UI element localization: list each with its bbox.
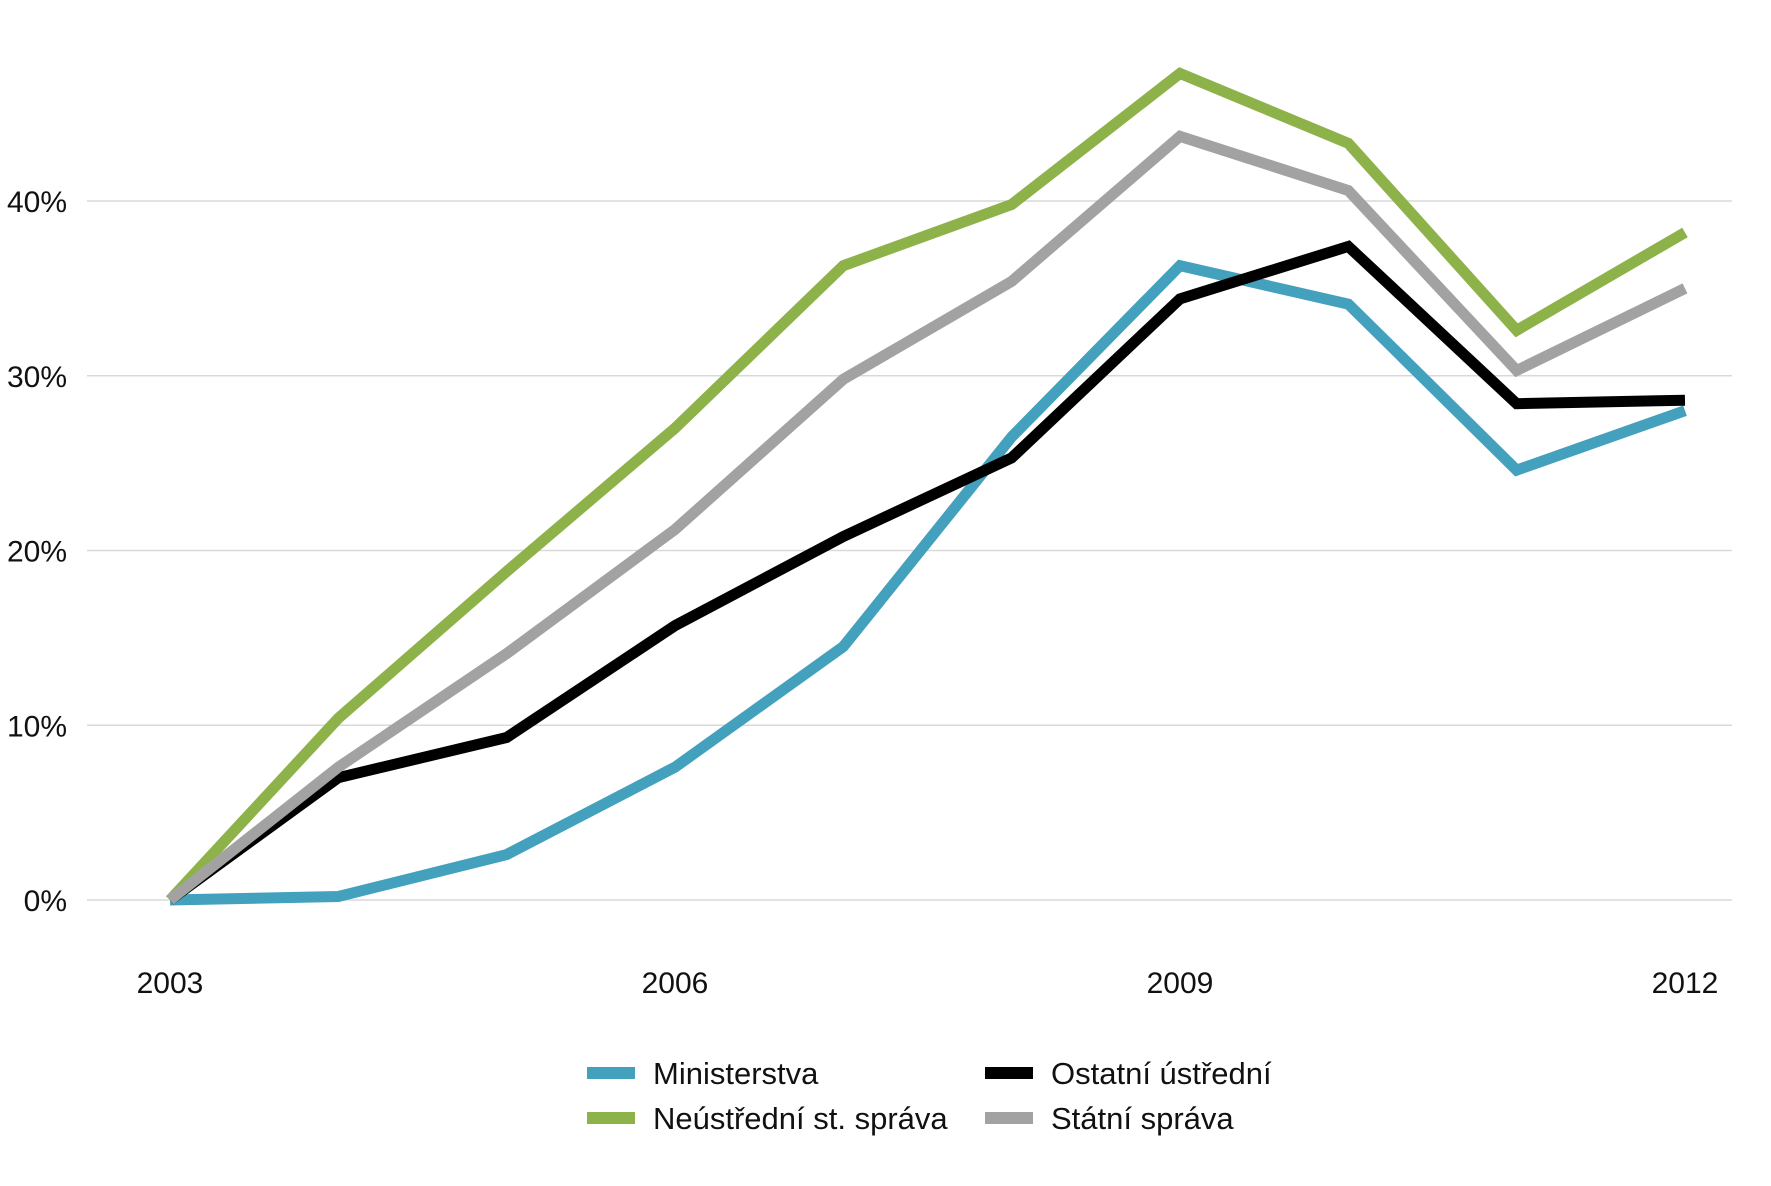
legend-swatch xyxy=(985,1112,1033,1124)
y-axis-ticks: 0% 10% 20% 30% 40% xyxy=(7,186,67,918)
series-line-ostatni-ustredni xyxy=(166,240,1686,905)
series-line-neustredni-st-sprava xyxy=(165,67,1688,904)
legend-label: Neústřední st. správa xyxy=(653,1101,948,1136)
x-tick-label: 2009 xyxy=(1147,967,1214,1000)
legend: Ministerstva Ostatní ústřední Neústřední s… xyxy=(587,1056,1272,1136)
legend-label: Ostatní ústřední xyxy=(1051,1056,1272,1091)
x-axis-ticks: 2003 2006 2009 2012 xyxy=(137,967,1719,1000)
legend-label: Ministerstva xyxy=(653,1056,819,1091)
grid-layer xyxy=(87,200,1732,901)
legend-label: Státní správa xyxy=(1051,1101,1234,1136)
y-tick-label: 20% xyxy=(7,536,67,569)
legend-swatch xyxy=(587,1067,635,1079)
y-tick-label: 0% xyxy=(24,885,67,918)
series-line-statni-sprava xyxy=(166,130,1688,905)
x-tick-label: 2003 xyxy=(137,967,204,1000)
y-tick-label: 40% xyxy=(7,186,67,219)
y-tick-label: 30% xyxy=(7,361,67,394)
y-tick-label: 10% xyxy=(7,710,67,743)
series-layer xyxy=(165,67,1688,906)
legend-swatch xyxy=(985,1067,1033,1079)
x-tick-label: 2006 xyxy=(642,967,709,1000)
series-line-ministerstva xyxy=(169,259,1687,906)
legend-swatch xyxy=(587,1112,635,1124)
x-tick-label: 2012 xyxy=(1652,967,1719,1000)
